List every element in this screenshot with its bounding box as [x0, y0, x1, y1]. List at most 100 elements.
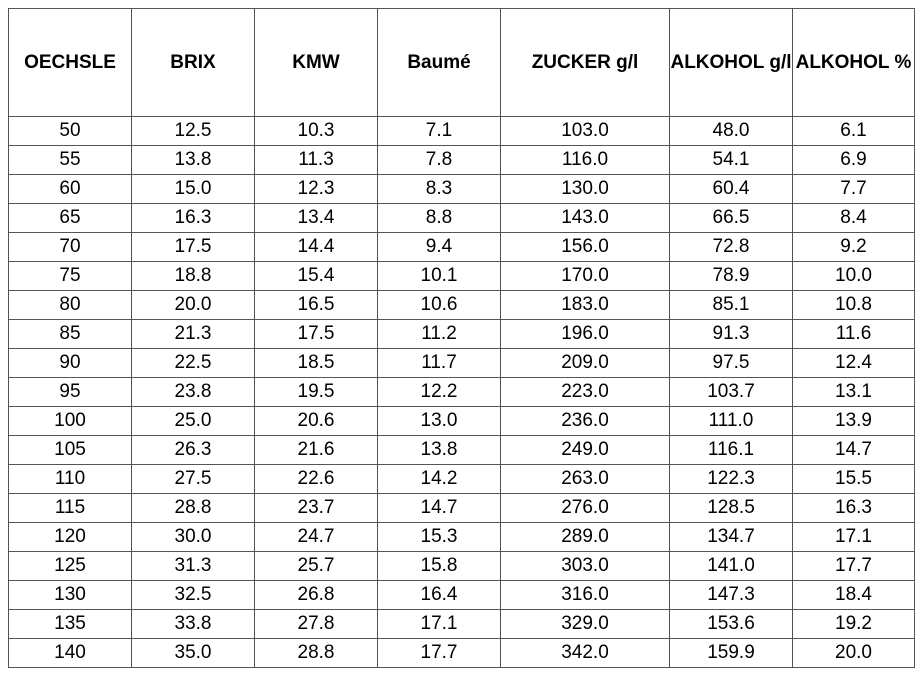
table-cell: 85 — [8, 319, 132, 349]
table-cell: 13.9 — [792, 406, 915, 436]
table-cell: 120 — [8, 522, 132, 552]
table-cell: 75 — [8, 261, 132, 291]
table-cell: 329.0 — [500, 609, 670, 639]
table-cell: 17.1 — [792, 522, 915, 552]
table-cell: 17.5 — [254, 319, 378, 349]
table-cell: 22.6 — [254, 464, 378, 494]
table-cell: 263.0 — [500, 464, 670, 494]
table-cell: 10.8 — [792, 290, 915, 320]
table-cell: 15.3 — [377, 522, 501, 552]
table-cell: 130 — [8, 580, 132, 610]
table-cell: 25.7 — [254, 551, 378, 581]
table-row: 55 13.8 11.3 7.8 116.0 54.1 6.9 — [8, 145, 915, 175]
table-cell: 130.0 — [500, 174, 670, 204]
table-cell: 100 — [8, 406, 132, 436]
table-row: 130 32.5 26.8 16.4 316.0 147.3 18.4 — [8, 580, 915, 610]
table-row: 120 30.0 24.7 15.3 289.0 134.7 17.1 — [8, 522, 915, 552]
table-cell: 105 — [8, 435, 132, 465]
table-cell: 111.0 — [669, 406, 793, 436]
table-cell: 13.0 — [377, 406, 501, 436]
table-cell: 15.5 — [792, 464, 915, 494]
table-cell: 236.0 — [500, 406, 670, 436]
table-cell: 15.0 — [131, 174, 255, 204]
table-body: 50 12.5 10.3 7.1 103.0 48.0 6.1 55 13.8 11.3 7.8 11… — [8, 116, 915, 668]
table-cell: 24.7 — [254, 522, 378, 552]
table-cell: 183.0 — [500, 290, 670, 320]
table-cell: 196.0 — [500, 319, 670, 349]
table-cell: 28.8 — [254, 638, 378, 668]
table-cell: 209.0 — [500, 348, 670, 378]
table-cell: 122.3 — [669, 464, 793, 494]
table-cell: 18.4 — [792, 580, 915, 610]
header-cell: ALKOHOL % — [792, 8, 915, 117]
table-cell: 85.1 — [669, 290, 793, 320]
table-cell: 22.5 — [131, 348, 255, 378]
table-cell: 9.2 — [792, 232, 915, 262]
table-cell: 35.0 — [131, 638, 255, 668]
table-cell: 12.5 — [131, 116, 255, 146]
table-cell: 32.5 — [131, 580, 255, 610]
table-cell: 141.0 — [669, 551, 793, 581]
table-cell: 134.7 — [669, 522, 793, 552]
table-cell: 13.8 — [131, 145, 255, 175]
table-row: 135 33.8 27.8 17.1 329.0 153.6 19.2 — [8, 609, 915, 639]
table-cell: 170.0 — [500, 261, 670, 291]
table-cell: 276.0 — [500, 493, 670, 523]
table-cell: 110 — [8, 464, 132, 494]
table-cell: 12.2 — [377, 377, 501, 407]
table-cell: 19.5 — [254, 377, 378, 407]
table-cell: 50 — [8, 116, 132, 146]
table-row: 70 17.5 14.4 9.4 156.0 72.8 9.2 — [8, 232, 915, 262]
table-cell: 17.7 — [377, 638, 501, 668]
table-row: 60 15.0 12.3 8.3 130.0 60.4 7.7 — [8, 174, 915, 204]
table-cell: 10.1 — [377, 261, 501, 291]
table-cell: 48.0 — [669, 116, 793, 146]
table-cell: 10.6 — [377, 290, 501, 320]
table-cell: 17.5 — [131, 232, 255, 262]
table-cell: 20.0 — [131, 290, 255, 320]
table-cell: 13.1 — [792, 377, 915, 407]
table-cell: 15.4 — [254, 261, 378, 291]
table-cell: 289.0 — [500, 522, 670, 552]
table-cell: 33.8 — [131, 609, 255, 639]
table-cell: 249.0 — [500, 435, 670, 465]
table-cell: 140 — [8, 638, 132, 668]
table-row: 75 18.8 15.4 10.1 170.0 78.9 10.0 — [8, 261, 915, 291]
table-cell: 26.8 — [254, 580, 378, 610]
table-cell: 21.3 — [131, 319, 255, 349]
table-row: 90 22.5 18.5 11.7 209.0 97.5 12.4 — [8, 348, 915, 378]
table-cell: 18.5 — [254, 348, 378, 378]
table-cell: 125 — [8, 551, 132, 581]
table-cell: 23.7 — [254, 493, 378, 523]
header-cell: Baumé — [377, 8, 501, 117]
table-cell: 12.3 — [254, 174, 378, 204]
table-cell: 54.1 — [669, 145, 793, 175]
table-cell: 97.5 — [669, 348, 793, 378]
table-cell: 19.2 — [792, 609, 915, 639]
table-cell: 23.8 — [131, 377, 255, 407]
table-row: 140 35.0 28.8 17.7 342.0 159.9 20.0 — [8, 638, 915, 668]
table-cell: 6.1 — [792, 116, 915, 146]
table-cell: 31.3 — [131, 551, 255, 581]
table-cell: 128.5 — [669, 493, 793, 523]
table-cell: 17.7 — [792, 551, 915, 581]
table-cell: 11.2 — [377, 319, 501, 349]
table-row: 85 21.3 17.5 11.2 196.0 91.3 11.6 — [8, 319, 915, 349]
table-cell: 11.6 — [792, 319, 915, 349]
table-cell: 103.7 — [669, 377, 793, 407]
table-cell: 16.4 — [377, 580, 501, 610]
table-cell: 95 — [8, 377, 132, 407]
table-cell: 20.6 — [254, 406, 378, 436]
table-row: 50 12.5 10.3 7.1 103.0 48.0 6.1 — [8, 116, 915, 146]
header-cell: ZUCKER g/l — [500, 8, 670, 117]
table-cell: 60 — [8, 174, 132, 204]
table-row: 125 31.3 25.7 15.8 303.0 141.0 17.7 — [8, 551, 915, 581]
table-cell: 223.0 — [500, 377, 670, 407]
table-cell: 7.8 — [377, 145, 501, 175]
table-cell: 9.4 — [377, 232, 501, 262]
table-cell: 13.8 — [377, 435, 501, 465]
table-cell: 80 — [8, 290, 132, 320]
table-cell: 14.7 — [377, 493, 501, 523]
table-cell: 7.1 — [377, 116, 501, 146]
